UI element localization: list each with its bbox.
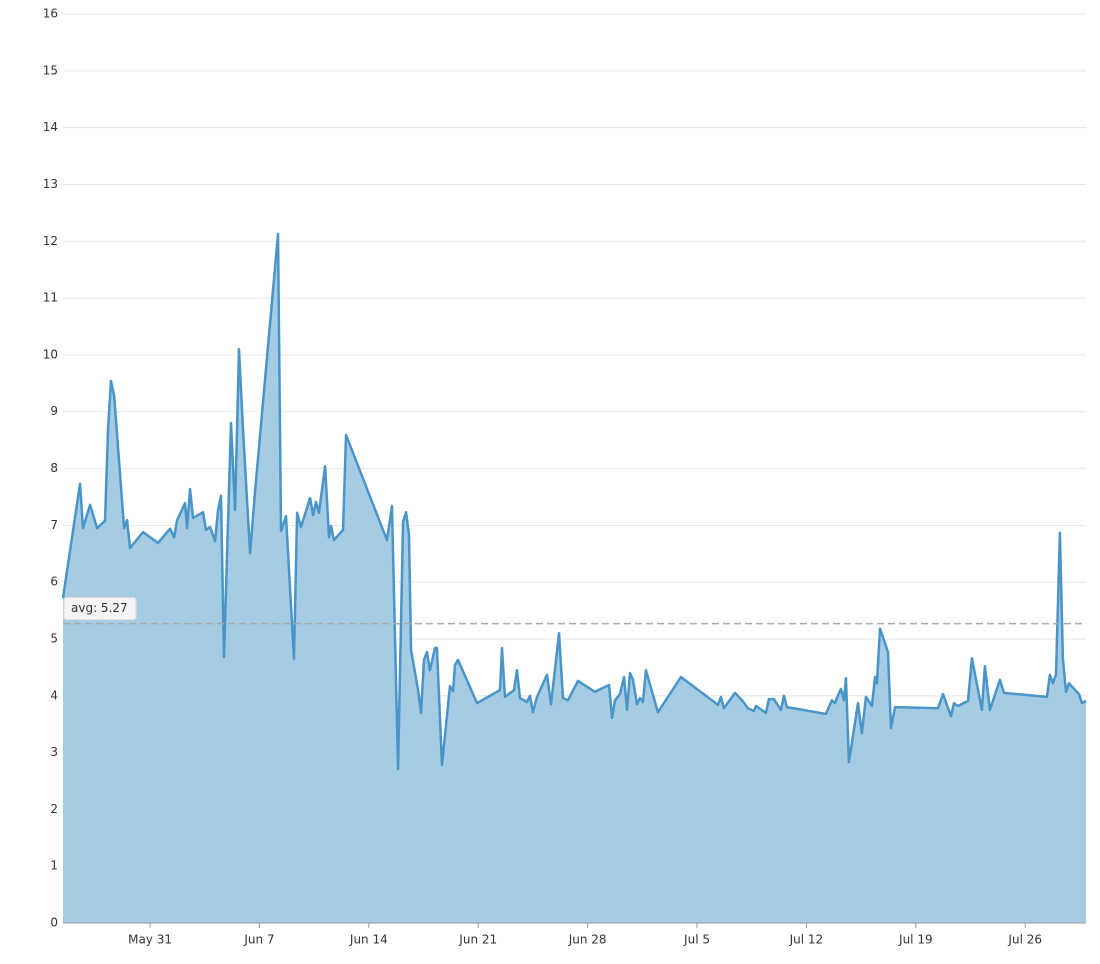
y-tick-label: 7	[50, 518, 58, 532]
y-tick-label: 15	[43, 63, 58, 77]
x-tick-label: Jun 28	[568, 933, 607, 947]
y-tick-label: 9	[50, 404, 58, 418]
line	[61, 232, 1087, 771]
y-tick-label: 12	[43, 234, 58, 248]
x-tick-label: Jun 14	[349, 933, 388, 947]
y-tick-label: 1	[50, 859, 58, 873]
area	[63, 233, 1086, 924]
y-tick-label: 2	[50, 802, 58, 816]
y-tick-label: 0	[50, 916, 58, 930]
x-tick-label: Jul 5	[683, 933, 710, 947]
y-tick-label: 13	[43, 177, 58, 191]
x-tick-label: Jul 19	[898, 933, 933, 947]
y-tick-label: 3	[50, 745, 58, 759]
y-tick-label: 4	[50, 688, 58, 702]
x-tick-label: Jul 26	[1007, 933, 1042, 947]
y-tick-label: 8	[50, 461, 58, 475]
x-tick-label: Jun 21	[458, 933, 497, 947]
y-tick-label: 6	[50, 575, 58, 589]
y-tick-label: 16	[43, 7, 58, 21]
y-tick-label: 10	[43, 347, 58, 361]
avg-label: avg: 5.27	[71, 601, 128, 615]
x-tick-label: Jul 12	[789, 933, 824, 947]
y-tick-label: 11	[43, 291, 58, 305]
x-tick-label: Jun 7	[243, 933, 274, 947]
y-tick-label: 5	[50, 631, 58, 645]
y-tick-label: 14	[43, 120, 58, 134]
x-tick-label: May 31	[128, 933, 172, 947]
avg-label-box	[63, 597, 137, 621]
